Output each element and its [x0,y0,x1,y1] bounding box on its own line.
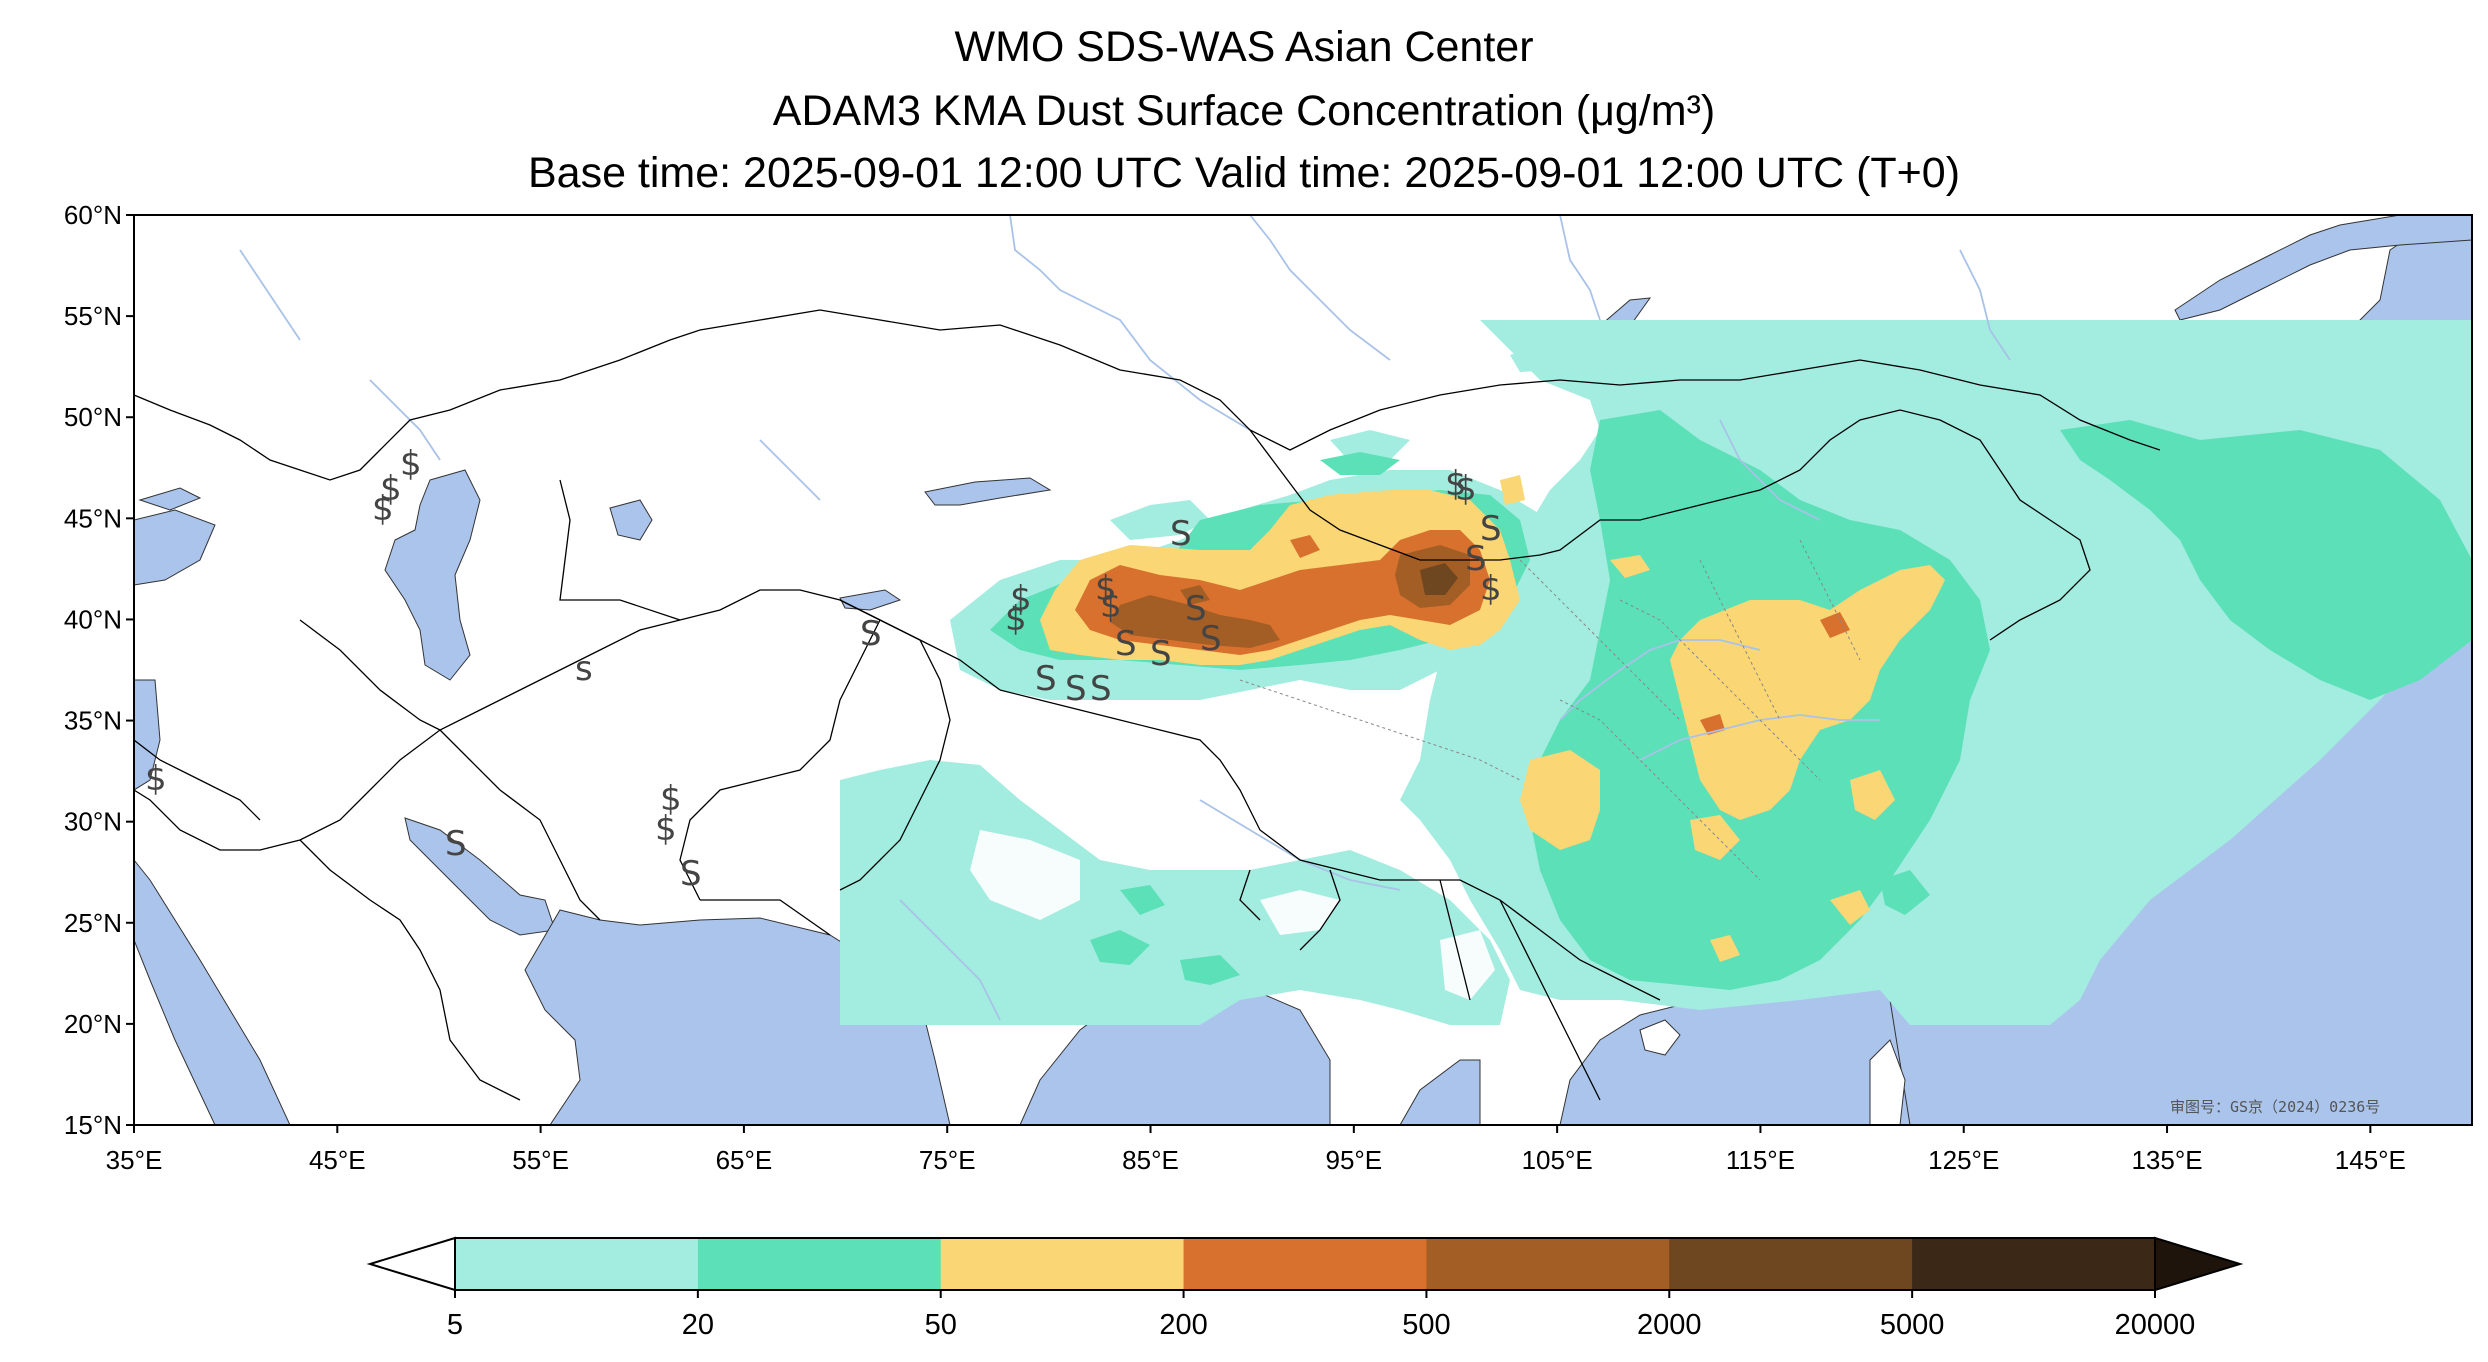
colorbar-segment [697,1238,942,1290]
svg-text:S: S [1185,589,1207,629]
lon-tick-label: 145°E [2335,1145,2406,1175]
colorbar-segment [455,1238,699,1290]
svg-text:$: $ [400,444,422,484]
svg-text:S: S [1090,669,1112,709]
lat-tick-label: 40°N [64,604,122,634]
svg-text:$: $ [1480,569,1502,609]
map-subtitle: ADAM3 KMA Dust Surface Concentration (μg… [772,87,1716,135]
svg-text:S: S [1170,514,1192,554]
colorbar-segment [1912,1238,2156,1290]
map-approval-number: 审图号：GS京（2024）0236号 [2170,1098,2380,1116]
axis-ticks: 15°N 20°N 25°N 30°N 35°N 40°N 45°N 50°N 55°N 60°N… [64,200,2406,1175]
svg-text:$: $ [372,489,394,529]
colorbar: 5 20 50 200 500 2000 5000 20000 [366,1236,2244,1341]
lon-tick-label: 65°E [716,1145,773,1175]
svg-text:$: $ [1005,599,1027,639]
lon-tick-label: 75°E [919,1145,976,1175]
lon-tick-label: 135°E [2131,1145,2202,1175]
map-area: $$ SS SS SSS $$ S$$ SS$ S $$$ s $ S $$S … [134,215,2472,1125]
svg-text:S: S [860,614,882,654]
lon-tick-label: 105°E [1522,1145,1593,1175]
svg-text:$: $ [660,779,682,819]
country-borders [134,309,2161,1101]
lat-tick-label: 25°N [64,908,122,938]
colorbar-segment [940,1238,1185,1290]
colorbar-level-label: 5000 [1880,1309,1945,1341]
map-title: WMO SDS-WAS Asian Center [954,23,1534,71]
colorbar-level-label: 200 [1159,1309,1207,1341]
svg-text:S: S [680,854,702,894]
colorbar-level-label: 2000 [1637,1309,1702,1341]
province-borders [1239,539,1861,881]
svg-text:S: S [1150,634,1172,674]
lon-tick-label: 125°E [1928,1145,1999,1175]
colorbar-level-label: 500 [1402,1309,1450,1341]
colorbar-level-label: 50 [925,1309,957,1341]
svg-text:S: S [1065,669,1087,709]
svg-text:s: s [575,649,593,689]
colorbar-level-label: 20000 [2115,1309,2196,1341]
svg-text:S: S [1200,619,1222,659]
lon-tick-label: 55°E [512,1145,569,1175]
lat-tick-label: 45°N [64,503,122,533]
lat-tick-label: 30°N [64,807,122,837]
svg-text:$: $ [1455,469,1477,509]
svg-text:$: $ [655,809,677,849]
colorbar-frame [454,1237,2156,1291]
dust-contours [840,320,2472,1025]
svg-text:S: S [1480,509,1502,549]
lat-tick-label: 35°N [64,706,122,736]
lon-tick-label: 85°E [1122,1145,1179,1175]
svg-text:S: S [445,824,467,864]
lon-tick-label: 115°E [1726,1145,1795,1175]
svg-text:$: $ [380,469,402,509]
lat-tick-label: 20°N [64,1009,122,1039]
svg-text:$: $ [1010,579,1032,619]
lat-tick-label: 60°N [64,200,122,230]
svg-text:$: $ [1445,464,1467,504]
map-frame [133,214,2473,1126]
colorbar-over-arrow [2154,1236,2244,1292]
svg-text:S: S [1465,539,1487,579]
svg-text:S: S [1115,624,1137,664]
colorbar-segment [1669,1238,1913,1290]
colorbar-under-arrow [366,1236,456,1292]
lon-tick-label: 45°E [309,1145,366,1175]
colorbar-level-label: 5 [447,1309,463,1341]
lon-tick-label: 95°E [1325,1145,1382,1175]
map-time-info: Base time: 2025-09-01 12:00 UTC Valid ti… [527,149,1961,197]
svg-text:$: $ [1100,586,1122,626]
lat-tick-label: 15°N [64,1110,122,1140]
svg-text:S: S [1035,659,1057,699]
colorbar-segment [1183,1238,1427,1290]
lat-tick-label: 55°N [64,301,122,331]
lon-tick-label: 35°E [106,1145,163,1175]
colorbar-segment [1426,1238,1670,1290]
colorbar-level-label: 20 [682,1309,714,1341]
svg-text:$: $ [1095,569,1117,609]
lat-tick-label: 50°N [64,402,122,432]
svg-text:$: $ [145,759,167,799]
